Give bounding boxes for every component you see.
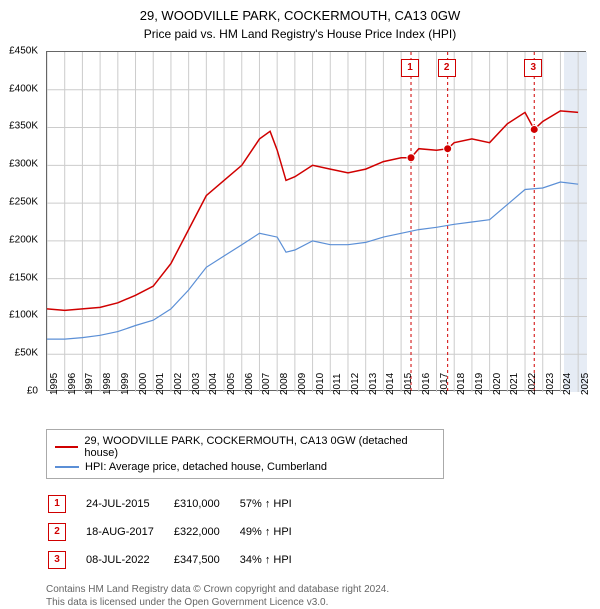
xtick-label: 2015 (403, 373, 414, 395)
sale-pct: 57% ↑ HPI (240, 491, 310, 517)
xtick-label: 2006 (244, 373, 255, 395)
xtick-label: 2023 (545, 373, 556, 395)
legend-label: HPI: Average price, detached house, Cumb… (85, 461, 327, 473)
xtick-label: 2007 (261, 373, 272, 395)
sale-marker-3: 3 (524, 59, 542, 77)
ytick-label: £0 (27, 385, 38, 396)
sale-date: 18-AUG-2017 (86, 519, 172, 545)
xtick-label: 2024 (562, 373, 573, 395)
ytick-label: £450K (9, 45, 38, 56)
page-subtitle: Price paid vs. HM Land Registry's House … (0, 25, 600, 41)
xtick-label: 1995 (49, 373, 60, 395)
table-row: 2 18-AUG-2017£322,00049% ↑ HPI (48, 519, 310, 545)
legend-swatch (55, 466, 79, 468)
sale-date: 24-JUL-2015 (86, 491, 172, 517)
xtick-label: 1996 (67, 373, 78, 395)
xtick-label: 2009 (297, 373, 308, 395)
sale-date: 08-JUL-2022 (86, 547, 172, 573)
xtick-label: 2012 (350, 373, 361, 395)
ytick-label: £250K (9, 197, 38, 208)
marker-box: 2 (48, 523, 66, 541)
sale-pct: 49% ↑ HPI (240, 519, 310, 545)
ytick-label: £200K (9, 234, 38, 245)
xtick-label: 2005 (226, 373, 237, 395)
sale-marker-1: 1 (401, 59, 419, 77)
xtick-label: 2010 (315, 373, 326, 395)
ytick-label: £300K (9, 159, 38, 170)
xtick-label: 2016 (421, 373, 432, 395)
sale-price: £347,500 (174, 547, 238, 573)
xtick-label: 2020 (492, 373, 503, 395)
xtick-label: 2004 (208, 373, 219, 395)
table-row: 1 24-JUL-2015£310,00057% ↑ HPI (48, 491, 310, 517)
sales-table: 1 24-JUL-2015£310,00057% ↑ HPI 2 18-AUG-201… (46, 489, 312, 575)
xtick-label: 2019 (474, 373, 485, 395)
xtick-label: 2011 (332, 373, 343, 395)
marker-box: 1 (48, 495, 66, 513)
ytick-label: £50K (15, 348, 38, 359)
xtick-label: 2025 (580, 373, 591, 395)
sale-price: £322,000 (174, 519, 238, 545)
legend-row: HPI: Average price, detached house, Cumb… (55, 460, 435, 474)
xtick-label: 2001 (155, 373, 166, 395)
footer-line: Contains HM Land Registry data © Crown c… (46, 583, 600, 596)
xtick-label: 2021 (509, 373, 520, 395)
page-title: 29, WOODVILLE PARK, COCKERMOUTH, CA13 0G… (0, 0, 600, 25)
xtick-label: 2008 (279, 373, 290, 395)
xtick-label: 2013 (368, 373, 379, 395)
legend: 29, WOODVILLE PARK, COCKERMOUTH, CA13 0G… (46, 429, 444, 479)
sale-pct: 34% ↑ HPI (240, 547, 310, 573)
xtick-label: 2000 (138, 373, 149, 395)
chart-area: £0£50K£100K£150K£200K£250K£300K£350K£400… (46, 51, 586, 391)
xtick-label: 2002 (173, 373, 184, 395)
marker-box: 3 (48, 551, 66, 569)
plot-background (46, 51, 586, 391)
legend-row: 29, WOODVILLE PARK, COCKERMOUTH, CA13 0G… (55, 434, 435, 460)
xtick-label: 2003 (191, 373, 202, 395)
xtick-label: 1999 (120, 373, 131, 395)
sale-price: £310,000 (174, 491, 238, 517)
xtick-label: 2022 (527, 373, 538, 395)
table-row: 3 08-JUL-2022£347,50034% ↑ HPI (48, 547, 310, 573)
legend-swatch (55, 446, 78, 448)
xtick-label: 1998 (102, 373, 113, 395)
footer-line: This data is licensed under the Open Gov… (46, 596, 600, 609)
footer: Contains HM Land Registry data © Crown c… (46, 583, 600, 609)
ytick-label: £400K (9, 83, 38, 94)
ytick-label: £350K (9, 121, 38, 132)
xtick-label: 2017 (439, 373, 450, 395)
xtick-label: 2014 (385, 373, 396, 395)
legend-label: 29, WOODVILLE PARK, COCKERMOUTH, CA13 0G… (84, 435, 435, 459)
sale-marker-2: 2 (438, 59, 456, 77)
xtick-label: 1997 (84, 373, 95, 395)
ytick-label: £100K (9, 310, 38, 321)
xtick-label: 2018 (456, 373, 467, 395)
ytick-label: £150K (9, 272, 38, 283)
plot-svg (47, 52, 587, 392)
